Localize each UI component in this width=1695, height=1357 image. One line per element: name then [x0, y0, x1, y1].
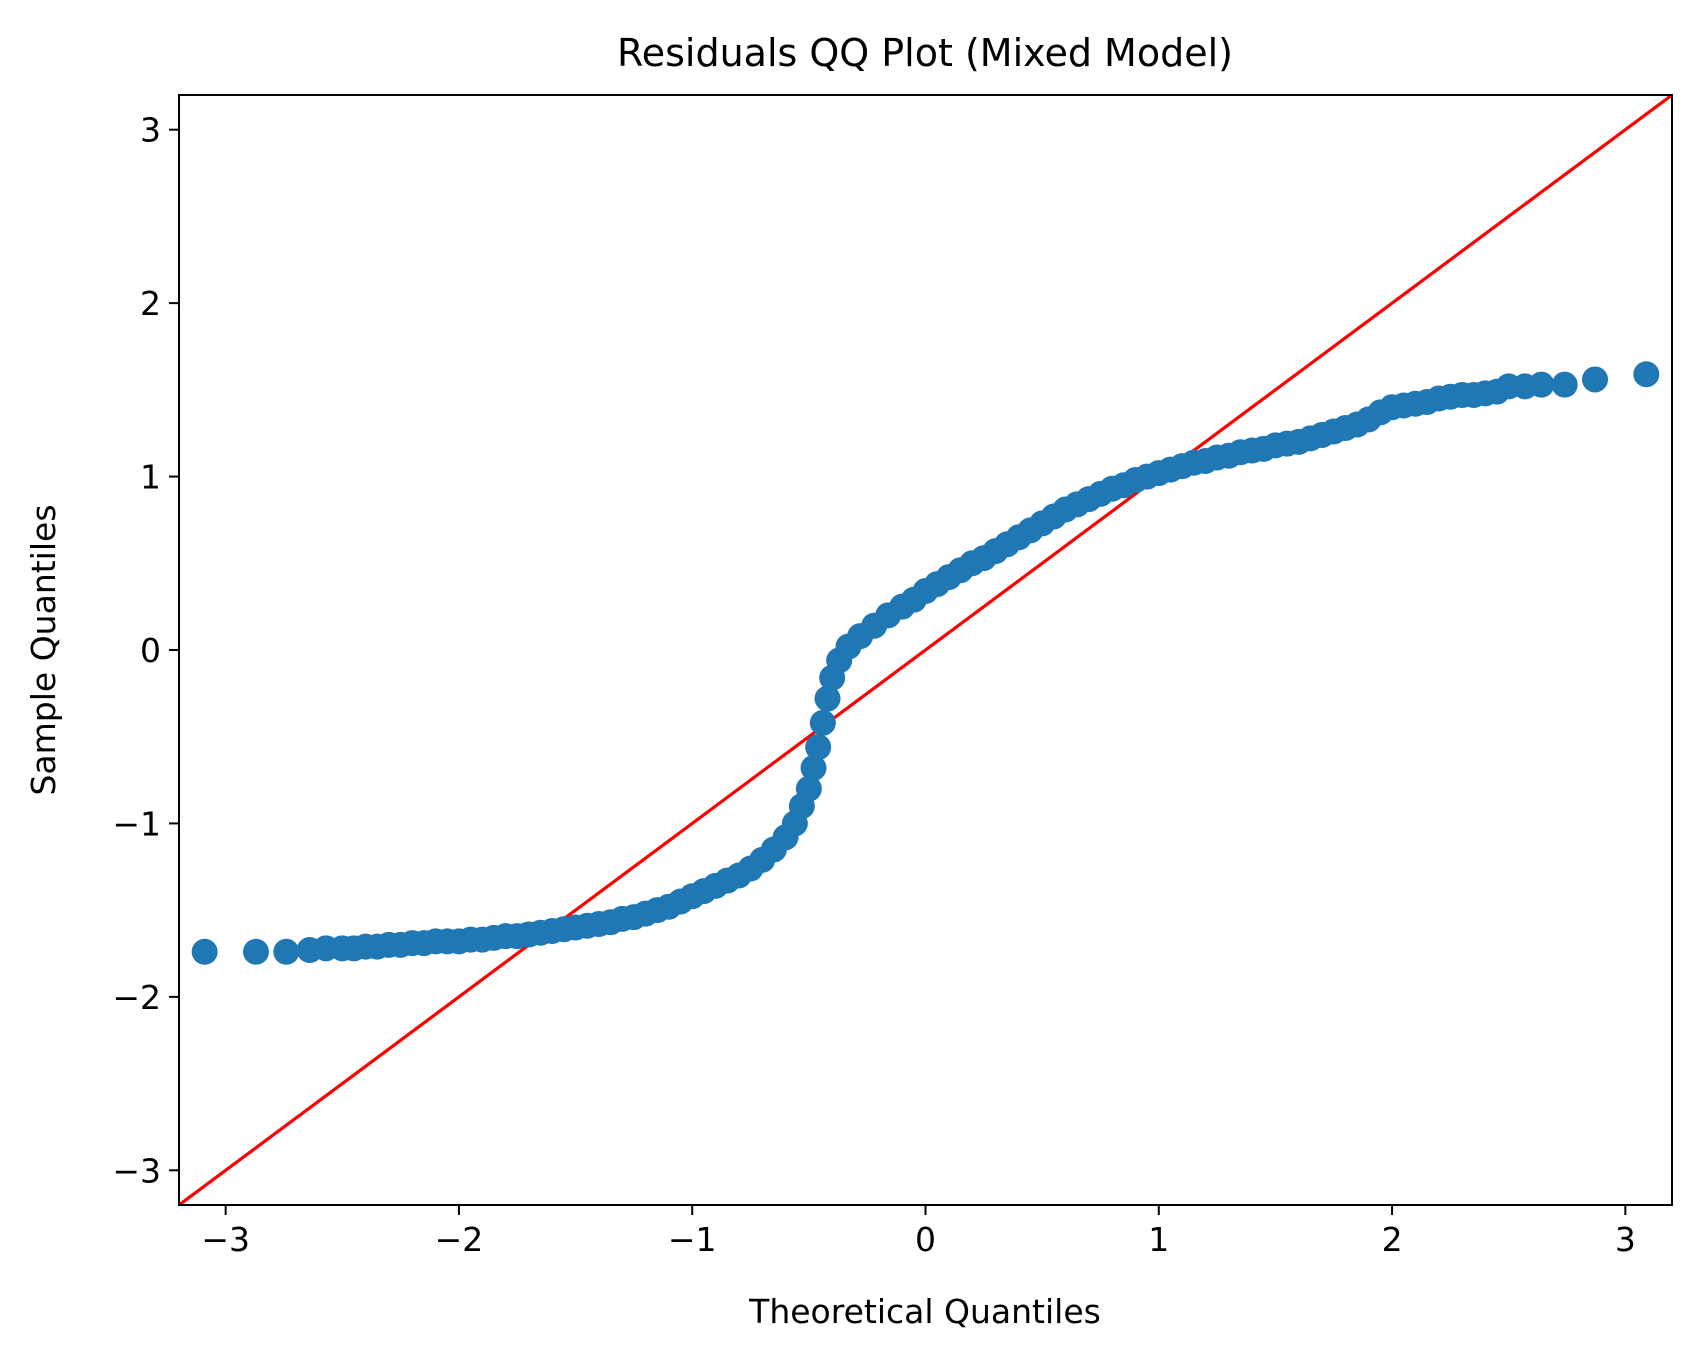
data-point	[814, 685, 841, 712]
data-point	[273, 938, 300, 965]
reference-line-layer	[179, 95, 1672, 1205]
data-point	[1633, 361, 1660, 388]
data-point	[1551, 371, 1578, 398]
x-axis-label: Theoretical Quantiles	[748, 1292, 1101, 1331]
x-tick-label: −1	[668, 1220, 717, 1259]
data-point	[800, 754, 827, 781]
reference-line	[179, 95, 1672, 1205]
y-tick-label: 0	[140, 631, 161, 670]
plot-area	[179, 95, 1672, 1205]
x-tick-label: 2	[1382, 1220, 1403, 1259]
data-point	[1582, 366, 1609, 393]
data-points-layer	[191, 361, 1660, 965]
data-point	[191, 938, 218, 965]
data-point	[1528, 371, 1555, 398]
y-tick-label: −3	[112, 1151, 161, 1190]
x-axis-ticks: −3 −2 −1 0 1 2 3	[201, 1205, 1636, 1259]
data-point	[805, 734, 832, 761]
x-tick-label: 1	[1148, 1220, 1169, 1259]
y-tick-label: 2	[140, 284, 161, 323]
chart-title: Residuals QQ Plot (Mixed Model)	[617, 31, 1233, 75]
x-tick-label: 3	[1615, 1220, 1636, 1259]
data-point	[795, 775, 822, 802]
x-tick-label: −3	[201, 1220, 250, 1259]
y-tick-label: −2	[112, 978, 161, 1017]
x-tick-label: 0	[915, 1220, 936, 1259]
y-tick-label: 3	[140, 111, 161, 150]
y-axis-ticks: −3 −2 −1 0 1 2 3	[112, 111, 179, 1190]
x-tick-label: −2	[435, 1220, 484, 1259]
data-point	[809, 709, 836, 736]
y-tick-label: 1	[140, 458, 161, 497]
y-axis-label: Sample Quantiles	[24, 504, 63, 795]
data-point	[242, 938, 269, 965]
y-tick-label: −1	[112, 804, 161, 843]
